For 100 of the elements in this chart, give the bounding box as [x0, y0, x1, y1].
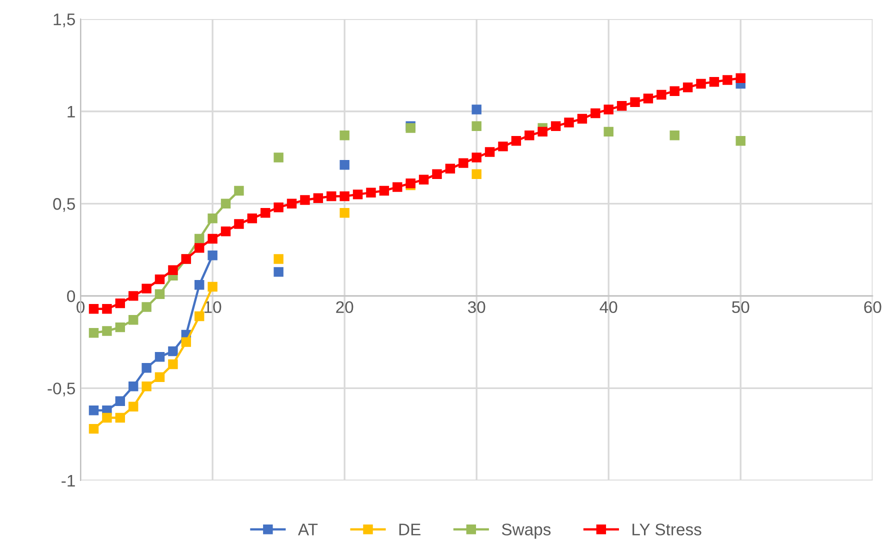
point: [208, 234, 218, 244]
point: [472, 121, 482, 132]
point: [630, 97, 640, 108]
point: [115, 412, 126, 423]
point: [300, 195, 310, 205]
legend-label: Swaps: [502, 524, 551, 539]
x-tick-label: 20: [336, 301, 354, 314]
point: [102, 412, 112, 423]
point: [577, 114, 588, 124]
point: [696, 78, 706, 89]
point: [154, 289, 165, 299]
point: [340, 208, 350, 218]
point: [736, 136, 746, 146]
point: [194, 234, 204, 244]
point: [682, 82, 693, 92]
point: [511, 136, 522, 146]
point: [670, 86, 680, 96]
point: [484, 147, 495, 157]
legend-label: AT: [298, 524, 318, 536]
y-tick-label: 0: [67, 290, 76, 302]
point: [102, 304, 112, 314]
point: [88, 328, 99, 338]
point: [194, 280, 204, 290]
legend-label: DE: [399, 524, 420, 536]
point: [115, 322, 126, 332]
point: [128, 315, 138, 325]
point: [736, 73, 746, 84]
point: [538, 126, 548, 137]
point: [220, 226, 231, 236]
point: [88, 304, 99, 314]
point: [260, 208, 270, 218]
y-tick-label: 0,5: [53, 198, 75, 212]
x-tick-label: 40: [600, 301, 618, 314]
point: [194, 243, 204, 253]
point: [604, 104, 614, 114]
point: [234, 219, 244, 229]
point: [154, 372, 165, 382]
point: [274, 152, 284, 162]
point: [168, 346, 178, 356]
point: [142, 302, 152, 312]
point: [274, 267, 284, 277]
point: [181, 337, 192, 347]
y-tick-label: -1: [62, 475, 75, 487]
x-tick-label: 60: [864, 301, 882, 314]
point: [472, 169, 482, 179]
point: [458, 158, 468, 168]
point: [102, 326, 112, 336]
x-tick-label: 10: [204, 301, 222, 314]
point: [326, 191, 336, 202]
point: [128, 291, 138, 301]
x-tick-label: 30: [468, 301, 486, 314]
point: [154, 352, 165, 362]
point: [274, 254, 284, 264]
point: [88, 405, 99, 416]
y-tick-label: 1,5: [54, 14, 75, 28]
point: [142, 284, 152, 294]
point: [524, 130, 534, 140]
point: [88, 424, 99, 434]
point: [472, 152, 482, 162]
point: [392, 182, 402, 192]
point: [208, 250, 218, 260]
point: [115, 298, 126, 308]
y-tick-label: 1: [68, 106, 75, 118]
point: [194, 311, 204, 322]
point: [128, 402, 138, 412]
point: [670, 130, 680, 140]
point: [340, 160, 350, 170]
point: [128, 382, 138, 392]
point: [247, 214, 258, 224]
point: [616, 100, 627, 111]
point: [472, 104, 482, 114]
point: [208, 214, 218, 224]
point: [550, 121, 561, 132]
point: [340, 130, 350, 140]
point: [379, 186, 390, 196]
point: [352, 190, 363, 200]
point: [445, 164, 456, 174]
point: [564, 118, 574, 128]
point: [366, 188, 376, 198]
point: [313, 193, 324, 203]
point: [709, 76, 720, 87]
point: [115, 396, 126, 406]
point: [656, 90, 666, 100]
point: [340, 191, 350, 202]
point: [498, 142, 508, 152]
x-tick-label: 50: [732, 301, 750, 314]
point: [142, 363, 152, 373]
point: [604, 126, 614, 137]
point: [590, 108, 600, 118]
point: [432, 169, 442, 179]
point: [286, 198, 297, 209]
point: [643, 94, 654, 104]
point: [220, 198, 231, 209]
point: [722, 75, 732, 85]
point: [168, 359, 178, 370]
point: [274, 202, 284, 212]
point: [208, 282, 218, 292]
legend-label: LY Stress: [632, 524, 702, 536]
point: [168, 265, 178, 275]
point: [418, 174, 429, 185]
